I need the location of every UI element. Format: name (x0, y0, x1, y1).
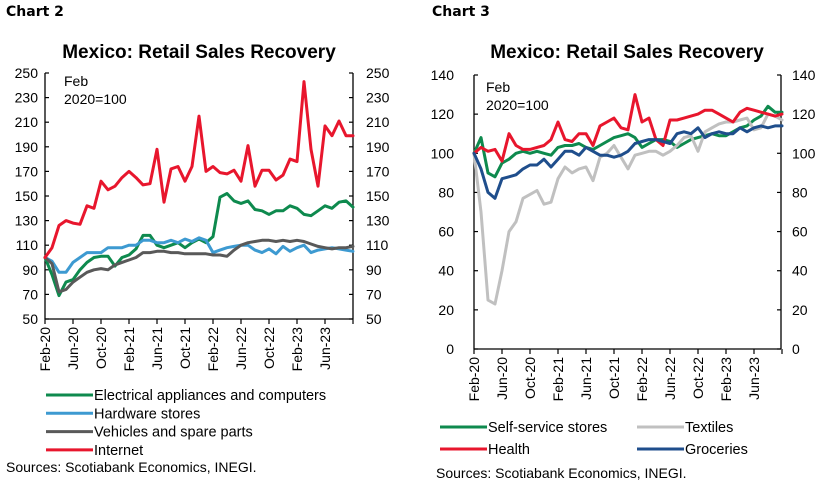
x-tick-label: Oct-21 (606, 357, 622, 399)
x-tick-label: Jun-21 (149, 327, 165, 370)
chart-2-title: Mexico: Retail Sales Recovery (62, 42, 336, 63)
x-tick-label: Oct-22 (261, 327, 277, 369)
left-y-tick-label: 0 (446, 341, 454, 357)
right-y-tick-label: 170 (366, 163, 390, 179)
left-y-tick-label: 120 (431, 106, 455, 122)
left-y-tick-label: 250 (15, 65, 39, 81)
right-y-tick-label: 90 (366, 262, 382, 278)
x-tick-label: Jun-21 (578, 357, 594, 400)
right-y-tick-label: 70 (366, 286, 382, 302)
left-y-tick-label: 40 (438, 263, 454, 279)
left-y-tick-label: 130 (15, 213, 39, 229)
x-tick-label: Oct-20 (522, 357, 538, 399)
left-y-tick-label: 50 (22, 311, 38, 327)
series-line-vehicles-and-spare-parts (43, 238, 355, 294)
left-y-tick-label: 170 (15, 163, 39, 179)
right-y-tick-label: 230 (366, 90, 390, 106)
chart-3-label: Chart 3 (432, 4, 490, 20)
chart-3-legend: Self-service stores Textiles Health Groceri… (440, 420, 748, 458)
left-y-tick-label: 60 (438, 224, 454, 240)
series-line-textiles (472, 112, 784, 306)
left-y-tick-label: 150 (15, 188, 39, 204)
right-y-tick-label: 140 (792, 67, 816, 83)
right-y-tick-label: 190 (366, 139, 390, 155)
x-tick-label: Feb-20 (466, 357, 482, 402)
chart-2-lines (43, 80, 355, 298)
chart-2-source: Sources: Scotiabank Economics, INEGI. (6, 459, 257, 475)
x-tick-label: Oct-20 (93, 327, 109, 369)
chart-3-axes: 0 0 20 20 40 40 60 60 80 80 100 100 120 120 140 140 Feb-… (431, 67, 816, 401)
chart-3-annotation-line-1: Feb (486, 79, 510, 95)
left-y-tick-label: 90 (22, 262, 38, 278)
chart-2-legend: Electrical appliances and computers Hardw… (46, 388, 326, 459)
x-tick-label: Feb-23 (718, 357, 734, 402)
x-tick-label: Feb-21 (550, 357, 566, 402)
right-y-tick-label: 40 (792, 263, 808, 279)
legend-label: Electrical appliances and computers (94, 388, 326, 404)
right-y-tick-label: 130 (366, 213, 390, 229)
chart-3-annotation-line-2: 2020=100 (486, 97, 549, 113)
legend-label: Health (488, 442, 530, 458)
x-tick-label: Feb-22 (634, 357, 650, 402)
chart-3-source: Sources: Scotiabank Economics, INEGI. (436, 465, 687, 481)
right-y-tick-label: 50 (366, 311, 382, 327)
chart-2-axes: 50 50 70 70 90 90 110 110 130 130 150 150 170 170 190 1… (15, 65, 390, 371)
series-line-hardware-stores (43, 236, 355, 274)
chart-2-label: Chart 2 (6, 4, 64, 20)
right-y-tick-label: 20 (792, 302, 808, 318)
chart-2: Mexico: Retail Sales Recovery Feb 2020=1… (6, 42, 390, 475)
left-y-tick-label: 190 (15, 139, 39, 155)
x-tick-label: Jun-23 (317, 327, 333, 370)
legend-label: Internet (94, 443, 143, 459)
legend-label: Textiles (685, 420, 733, 436)
right-y-tick-label: 210 (366, 114, 390, 130)
legend-label: Hardware stores (94, 406, 200, 422)
x-tick-label: Jun-23 (746, 357, 762, 400)
legend-label: Vehicles and spare parts (94, 425, 253, 441)
right-y-tick-label: 110 (366, 237, 389, 253)
x-tick-label: Oct-22 (690, 357, 706, 399)
x-tick-label: Jun-22 (233, 327, 249, 370)
series-line-internet (43, 80, 355, 259)
right-y-tick-label: 100 (792, 145, 816, 161)
left-y-tick-label: 110 (16, 237, 39, 253)
x-tick-label: Jun-22 (662, 357, 678, 400)
chart-3-title: Mexico: Retail Sales Recovery (490, 42, 764, 63)
x-tick-label: Feb-21 (121, 327, 137, 372)
right-y-tick-label: 0 (792, 341, 800, 357)
left-y-tick-label: 70 (22, 286, 38, 302)
x-tick-label: Feb-20 (37, 327, 53, 372)
left-y-tick-label: 210 (15, 114, 39, 130)
chart-3-lines (472, 93, 784, 306)
x-tick-label: Oct-21 (177, 327, 193, 369)
left-y-tick-label: 140 (431, 67, 455, 83)
left-y-tick-label: 100 (431, 145, 455, 161)
right-y-tick-label: 120 (792, 106, 816, 122)
chart-2-annotation-line-2: 2020=100 (64, 91, 127, 107)
legend-label: Self-service stores (488, 420, 607, 436)
x-tick-label: Jun-20 (65, 327, 81, 370)
left-y-tick-label: 80 (438, 184, 454, 200)
left-y-tick-label: 20 (438, 302, 454, 318)
chart-2-annotation-line-1: Feb (64, 73, 88, 89)
right-y-tick-label: 150 (366, 188, 390, 204)
series-line-health (472, 93, 784, 163)
right-y-tick-label: 60 (792, 224, 808, 240)
series-line-groceries (472, 124, 784, 200)
right-y-tick-label: 250 (366, 65, 390, 81)
left-y-tick-label: 230 (15, 90, 39, 106)
x-tick-label: Feb-23 (289, 327, 305, 372)
x-tick-label: Jun-20 (494, 357, 510, 400)
right-y-tick-label: 80 (792, 184, 808, 200)
x-tick-label: Feb-22 (205, 327, 221, 372)
chart-3: Mexico: Retail Sales Recovery Feb 2020=1… (431, 42, 816, 481)
legend-label: Groceries (685, 442, 748, 458)
